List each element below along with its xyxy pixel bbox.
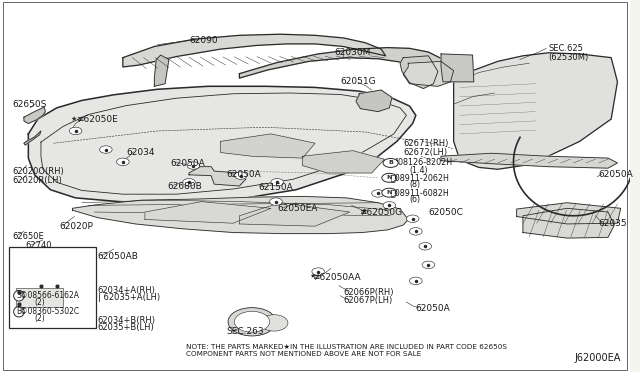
- Text: ★: ★: [309, 273, 316, 279]
- Circle shape: [410, 228, 422, 235]
- Circle shape: [382, 188, 397, 197]
- Circle shape: [382, 173, 397, 182]
- Circle shape: [383, 158, 398, 167]
- Text: 62067P(LH): 62067P(LH): [344, 296, 392, 305]
- Text: ≢62050E: ≢62050E: [76, 115, 117, 124]
- Text: 62050A: 62050A: [416, 304, 451, 313]
- Polygon shape: [145, 202, 271, 223]
- Polygon shape: [441, 153, 618, 168]
- Polygon shape: [123, 34, 385, 67]
- Polygon shape: [221, 134, 315, 158]
- Text: 62650S: 62650S: [13, 100, 47, 109]
- Polygon shape: [28, 86, 416, 203]
- Polygon shape: [189, 167, 246, 186]
- Text: COMPONENT PARTS NOT MENTIONED ABOVE ARE NOT FOR SALE: COMPONENT PARTS NOT MENTIONED ABOVE ARE …: [186, 351, 421, 357]
- Text: 62050AB: 62050AB: [98, 252, 138, 261]
- Text: S: S: [17, 291, 21, 300]
- Text: (2): (2): [35, 298, 45, 307]
- Polygon shape: [303, 151, 385, 173]
- Text: Ⓛ08911-6082H: Ⓛ08911-6082H: [390, 188, 449, 197]
- Polygon shape: [239, 203, 349, 226]
- Text: 62034+A(RH): 62034+A(RH): [98, 286, 156, 295]
- Circle shape: [269, 198, 282, 205]
- Text: ≢62050AA: ≢62050AA: [312, 273, 360, 282]
- Text: 62050A: 62050A: [227, 170, 262, 179]
- Polygon shape: [356, 90, 392, 112]
- Text: 62050A: 62050A: [598, 170, 634, 179]
- Text: 62650E: 62650E: [13, 232, 44, 241]
- Text: J62000EA: J62000EA: [574, 353, 621, 363]
- Text: 62050EA: 62050EA: [277, 204, 317, 213]
- Circle shape: [271, 179, 284, 186]
- Polygon shape: [24, 131, 41, 145]
- Text: 62150A: 62150A: [259, 183, 293, 192]
- Text: NOTE: THE PARTS MARKED★IN THE ILLUSTRATION ARE INCLUDED IN PART CODE 62650S: NOTE: THE PARTS MARKED★IN THE ILLUSTRATI…: [186, 344, 507, 350]
- Text: N: N: [387, 190, 392, 195]
- Text: 62066P(RH): 62066P(RH): [344, 288, 394, 296]
- Text: ©08360-5302C: ©08360-5302C: [20, 307, 79, 316]
- Circle shape: [406, 215, 419, 222]
- Circle shape: [116, 158, 129, 166]
- Text: | 62035+A(LH): | 62035+A(LH): [98, 293, 160, 302]
- Circle shape: [419, 243, 431, 250]
- Text: B: B: [388, 160, 393, 166]
- Text: 62050A: 62050A: [170, 159, 205, 168]
- Text: ≢62050G: ≢62050G: [359, 208, 403, 217]
- Polygon shape: [403, 61, 454, 86]
- Text: 62671(RH): 62671(RH): [403, 139, 449, 148]
- Polygon shape: [239, 48, 444, 78]
- Circle shape: [69, 127, 82, 135]
- Circle shape: [372, 190, 385, 197]
- Circle shape: [422, 261, 435, 269]
- Text: 62740: 62740: [25, 241, 52, 250]
- Text: 62030M: 62030M: [334, 48, 371, 57]
- Polygon shape: [516, 203, 621, 224]
- Text: 62090: 62090: [189, 36, 218, 45]
- Circle shape: [182, 179, 195, 186]
- Circle shape: [187, 162, 200, 169]
- Text: °08126-8202H: °08126-8202H: [394, 158, 452, 167]
- Polygon shape: [400, 56, 438, 89]
- Circle shape: [260, 315, 288, 331]
- Text: B: B: [17, 307, 22, 316]
- Circle shape: [228, 308, 276, 336]
- Text: 62020O(RH): 62020O(RH): [13, 167, 65, 176]
- Text: (8): (8): [410, 180, 420, 189]
- Circle shape: [383, 202, 396, 209]
- Circle shape: [100, 146, 112, 153]
- Text: 62035: 62035: [598, 219, 627, 228]
- Text: (1.4): (1.4): [410, 166, 428, 174]
- Text: (6): (6): [410, 195, 420, 204]
- Text: 62050C: 62050C: [428, 208, 463, 217]
- Text: SEC.263: SEC.263: [227, 327, 264, 336]
- Text: ★: ★: [361, 208, 367, 214]
- Text: Ⓛ08911-2062H: Ⓛ08911-2062H: [390, 173, 449, 182]
- Text: 62034: 62034: [126, 148, 154, 157]
- Text: 62020P: 62020P: [60, 222, 93, 231]
- Text: 62034+B(RH): 62034+B(RH): [98, 316, 156, 325]
- Text: 62051G: 62051G: [340, 77, 376, 86]
- Polygon shape: [24, 107, 45, 124]
- Text: (62530M): (62530M): [548, 53, 588, 62]
- Text: 62680B: 62680B: [167, 182, 202, 190]
- Text: ©08566-6162A: ©08566-6162A: [20, 291, 79, 300]
- Text: 62035+B(LH): 62035+B(LH): [98, 323, 154, 332]
- Polygon shape: [441, 54, 474, 82]
- Polygon shape: [72, 196, 408, 234]
- Bar: [10, 247, 97, 328]
- Text: 62020R(LH): 62020R(LH): [13, 176, 62, 185]
- Text: ★: ★: [70, 116, 77, 122]
- Polygon shape: [154, 55, 169, 86]
- Text: (2): (2): [35, 314, 45, 323]
- Circle shape: [410, 277, 422, 285]
- Bar: [16, 288, 63, 307]
- Text: N: N: [387, 175, 392, 180]
- Polygon shape: [523, 208, 614, 238]
- Circle shape: [234, 311, 269, 332]
- Text: 62672(LH): 62672(LH): [403, 148, 447, 157]
- Circle shape: [234, 172, 247, 179]
- Text: SEC.625: SEC.625: [548, 44, 583, 53]
- Polygon shape: [454, 53, 618, 169]
- Circle shape: [312, 268, 324, 275]
